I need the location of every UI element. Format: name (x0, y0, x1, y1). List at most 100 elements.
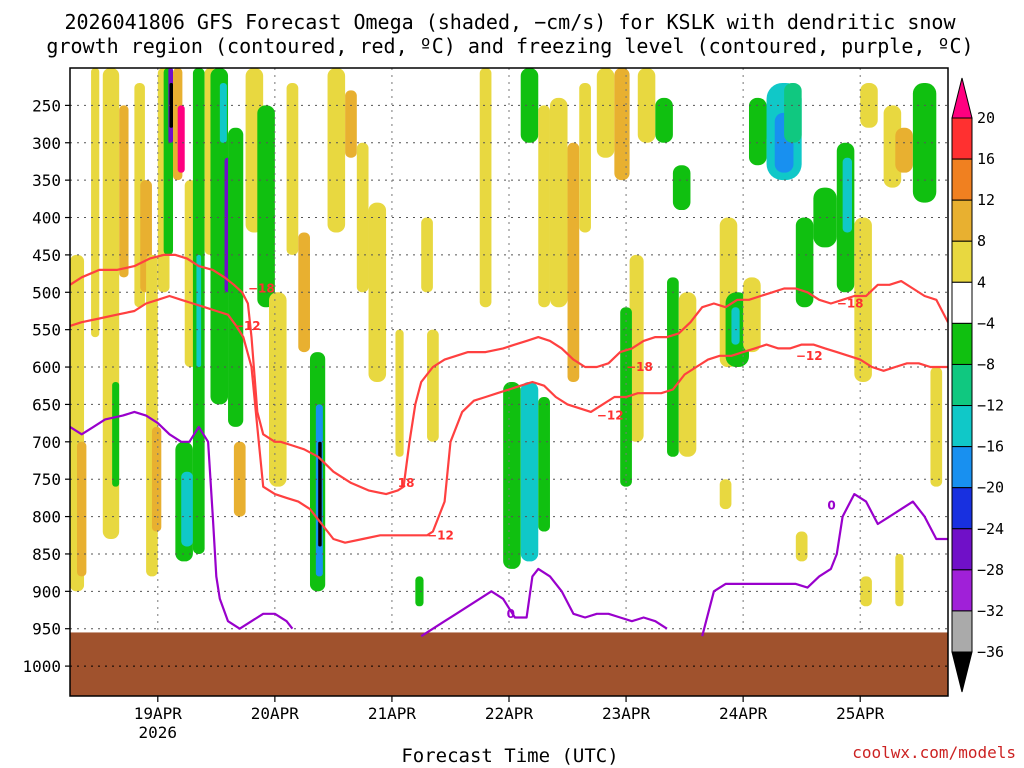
omega-cell-51 (596, 68, 615, 158)
omega-cell-38 (368, 202, 387, 382)
plot-area: −18 18 −18 −18 −12 −12 −12 −12 0 0 (69, 67, 949, 697)
x-tick-label-1: 20APR (251, 704, 300, 723)
omega-cell-76 (895, 127, 913, 173)
y-tick-label-1: 300 (32, 134, 61, 153)
omega-cell-25 (228, 127, 244, 427)
omega-cell-42 (479, 68, 492, 308)
colorbar-segment-13 (951, 610, 973, 653)
y-tick-label-8: 650 (32, 395, 61, 414)
x-tick-label-2: 21APR (368, 704, 417, 723)
contour-0-label-0: 0 (507, 607, 515, 621)
omega-cell-29 (269, 292, 287, 487)
omega-cell-80 (895, 553, 904, 607)
omega-cell-46 (520, 68, 539, 143)
credit-text: coolwx.com/models (852, 743, 1016, 762)
y-tick-label-4: 450 (32, 246, 61, 265)
omega-cell-43 (503, 382, 521, 569)
omega-cell-28 (257, 105, 275, 308)
colorbar-segment-9 (951, 446, 973, 489)
y-tick-label-5: 500 (32, 283, 61, 302)
colorbar-segment-7 (951, 363, 973, 407)
contour-0-line (70, 410, 294, 630)
colorbar-segment-12 (951, 569, 973, 612)
colorbar-segment-10 (951, 487, 973, 530)
omega-cell-35 (327, 68, 346, 233)
chart-title-line-2: growth region (contoured, red, ºC) and f… (46, 34, 973, 58)
contour--18-line (70, 253, 948, 496)
y-tick-label-14: 950 (32, 620, 61, 639)
y-tick-label-9: 700 (32, 433, 61, 452)
omega-cell-1 (77, 441, 87, 577)
contour--18-label-3: −18 (837, 297, 864, 311)
y-tick-label-7: 600 (32, 358, 61, 377)
x-axis-title: Forecast Time (UTC) (401, 745, 618, 767)
colorbar-label-7: −12 (977, 397, 1004, 415)
colorbar-label-2: 12 (977, 191, 995, 209)
colorbar-segment-5 (951, 281, 973, 324)
omega-cell-47 (538, 105, 550, 308)
omega-cell-69 (795, 217, 814, 308)
colorbar-segment-2 (951, 158, 973, 201)
x-tick-label-0: 19APR (134, 704, 183, 723)
omega-cell-78 (930, 367, 943, 487)
colorbar-label-6: −8 (977, 355, 995, 373)
omega-cell-73 (854, 217, 872, 382)
omega-cell-45 (538, 396, 550, 532)
omega-cell-31 (298, 232, 310, 353)
contour--12-line (70, 294, 948, 544)
omega-cell-58 (672, 165, 691, 211)
colorbar-segment-4 (951, 240, 973, 283)
contour-0-line-2 (420, 567, 668, 638)
ground-fill (70, 632, 948, 696)
colorbar-label-5: −4 (977, 314, 995, 332)
contour-lines (70, 253, 948, 638)
y-tick-label-2: 350 (32, 171, 61, 190)
omega-cell-82 (719, 479, 732, 510)
omega-cell-49 (567, 142, 580, 382)
contour-0-line-3 (701, 493, 948, 637)
contour--18-label-1: 18 (398, 476, 415, 490)
omega-cell-20 (196, 254, 202, 368)
omega-cell-83 (415, 576, 424, 607)
colorbar-label-1: 16 (977, 150, 995, 168)
colorbar-segment-3 (951, 199, 973, 242)
omega-cell-79 (860, 576, 872, 607)
colorbar-label-3: 8 (977, 232, 986, 250)
colorbar-label-8: −16 (977, 438, 1004, 456)
omega-cell-62 (731, 307, 740, 345)
omega-cell-41 (427, 329, 439, 442)
y-tick-label-12: 850 (32, 545, 61, 564)
omega-cell-4 (112, 382, 120, 487)
omega-cell-23 (219, 82, 227, 143)
omega-cell-70 (813, 187, 837, 248)
omega-cell-56 (655, 97, 673, 143)
colorbar-segment-1 (951, 117, 973, 160)
omega-cell-55 (637, 68, 656, 143)
ground-surface (70, 632, 948, 696)
colorbar-label-0: 20 (977, 109, 995, 127)
omega-cell-50 (579, 82, 591, 233)
y-tick-label-11: 800 (32, 508, 61, 527)
chart-title-line-1: 2026041806 GFS Forecast Omega (shaded, −… (64, 10, 956, 34)
contour--12-label-0: −12 (234, 319, 261, 333)
y-tick-label-6: 550 (32, 321, 61, 340)
colorbar-label-12: −32 (977, 602, 1004, 620)
omega-cell-30 (286, 82, 299, 255)
y-tick-label-15: 1000 (22, 657, 61, 676)
omega-cell-22 (210, 68, 229, 405)
contour-labels: −18 18 −18 −18 −12 −12 −12 −12 0 0 (234, 282, 864, 621)
x-tick-label-6: 25APR (836, 704, 885, 723)
omega-cell-39 (395, 329, 404, 457)
omega-cell-36 (345, 90, 357, 158)
omega-cell-5 (119, 105, 129, 278)
x-tick-label-3: 22APR (485, 704, 534, 723)
omega-cell-48 (549, 97, 568, 308)
y-axis: 250 300 350 400 450 500 550 600 650 700 750 800 850 9… (22, 96, 70, 676)
contour-0-label-1: 0 (827, 498, 835, 512)
colorbar: 20 16 12 8 4 −4 −8 −12 −16 −20 −24 −28 −32 −36 (951, 77, 1004, 693)
contour--12-label-1: −12 (427, 528, 454, 542)
colorbar-segment-8 (951, 405, 973, 448)
omega-cell-18 (181, 471, 193, 547)
colorbar-bottom-arrow (951, 651, 973, 693)
